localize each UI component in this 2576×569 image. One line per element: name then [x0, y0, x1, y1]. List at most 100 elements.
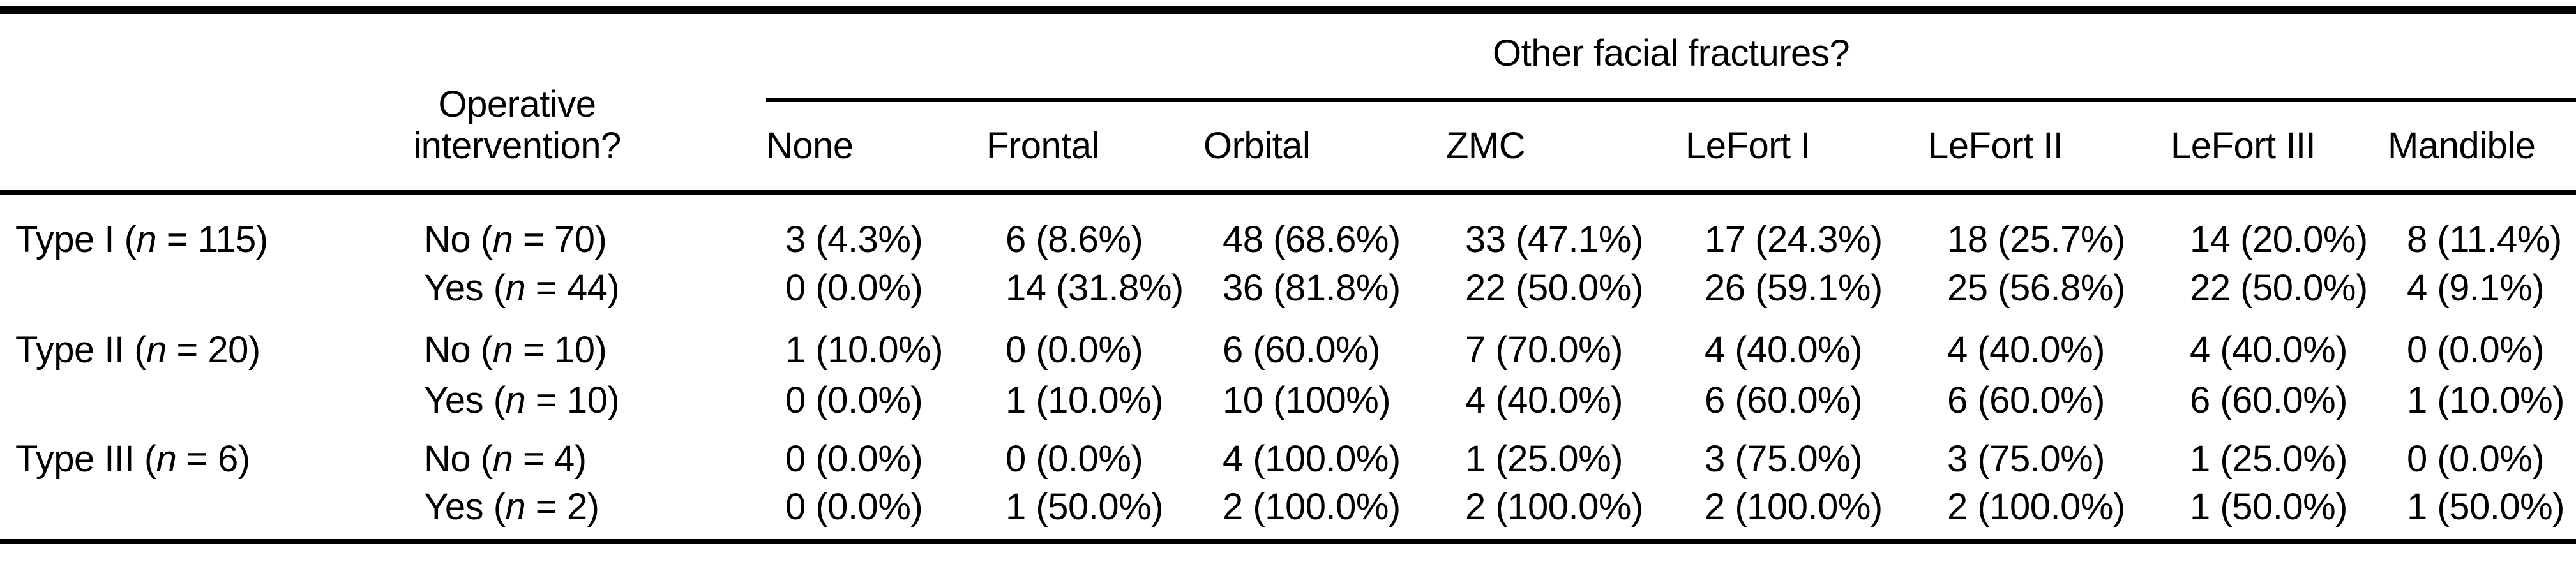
data-cell: 1 (50.0%) — [2190, 486, 2347, 528]
label-pre: Type III ( — [15, 438, 156, 480]
data-cell: 4 (40.0%) — [1947, 329, 2105, 371]
data-cell: 33 (47.1%) — [1465, 219, 1643, 260]
label-pre: Yes ( — [424, 486, 506, 528]
row-label-type-iii: Type III (n = 6) — [0, 429, 409, 485]
data-cell: 1 (10.0%) — [785, 329, 943, 371]
data-cell: 0 (0.0%) — [785, 486, 923, 528]
label-pre: No ( — [424, 219, 493, 260]
data-cell: 4 (40.0%) — [1705, 329, 1862, 371]
label-pre: Type II ( — [15, 329, 147, 371]
operative-cell: Yes (n = 10) — [409, 373, 766, 429]
table-head: Operative intervention? Other facial fra… — [0, 10, 2576, 195]
n-italic: n — [136, 219, 157, 260]
operative-cell: No (n = 70) — [409, 193, 766, 261]
data-cell: 1 (50.0%) — [2407, 486, 2565, 528]
column-header-mandible: Mandible — [2388, 100, 2576, 195]
n-italic: n — [492, 438, 513, 480]
data-cell: 8 (11.4%) — [2407, 219, 2562, 260]
operative-cell: No (n = 4) — [409, 429, 766, 485]
data-cell: 6 (60.0%) — [2190, 380, 2347, 422]
data-cell: 3 (75.0%) — [1947, 438, 2105, 480]
n-italic: n — [505, 267, 526, 309]
data-cell: 6 (60.0%) — [1705, 380, 1862, 422]
data-cell: 1 (50.0%) — [1006, 486, 1163, 528]
group-type-iii: Type III (n = 6) No (n = 4) 0 (0.0%) 0 (… — [0, 429, 2576, 542]
n-italic: n — [505, 380, 526, 422]
data-cell: 22 (50.0%) — [2190, 267, 2368, 309]
column-header-orbital: Orbital — [1203, 100, 1446, 195]
table-row: Type III (n = 6) No (n = 4) 0 (0.0%) 0 (… — [0, 429, 2576, 485]
data-cell: 0 (0.0%) — [1006, 438, 1143, 480]
column-header-lefort-iii: LeFort III — [2171, 100, 2388, 195]
data-cell: 3 (4.3%) — [785, 219, 923, 260]
group-type-i: Type I (n = 115) No (n = 70) 3 (4.3%) 6 … — [0, 193, 2576, 317]
data-cell: 2 (100.0%) — [1465, 486, 1643, 528]
label-post: = 2) — [525, 486, 599, 528]
data-cell: 2 (100.0%) — [1947, 486, 2125, 528]
label-post: = 4) — [513, 438, 587, 480]
column-header-frontal: Frontal — [986, 100, 1203, 195]
label-post: = 115) — [156, 219, 268, 260]
facial-fractures-table: Operative intervention? Other facial fra… — [0, 6, 2576, 544]
label-pre: Type I ( — [15, 219, 137, 260]
data-cell: 0 (0.0%) — [785, 380, 923, 422]
label-pre: No ( — [424, 329, 493, 371]
label-post: = 44) — [525, 267, 620, 309]
n-italic: n — [492, 329, 513, 371]
group-type-ii: Type II (n = 20) No (n = 10) 1 (10.0%) 0… — [0, 317, 2576, 429]
label-post: = 10) — [513, 329, 607, 371]
table-row: Yes (n = 10) 0 (0.0%) 1 (10.0%) 10 (100%… — [0, 373, 2576, 429]
row-label-empty — [0, 373, 409, 429]
data-cell: 1 (10.0%) — [1006, 380, 1163, 422]
column-header-zmc: ZMC — [1446, 100, 1685, 195]
label-pre: Yes ( — [424, 380, 506, 422]
data-cell: 6 (60.0%) — [1223, 329, 1380, 371]
operative-cell: Yes (n = 2) — [409, 485, 766, 542]
table-row: Yes (n = 2) 0 (0.0%) 1 (50.0%) 2 (100.0%… — [0, 485, 2576, 542]
data-cell: 17 (24.3%) — [1705, 219, 1883, 260]
data-cell: 4 (40.0%) — [2190, 329, 2347, 371]
label-post: = 10) — [525, 380, 620, 422]
n-italic: n — [156, 438, 177, 480]
data-cell: 6 (8.6%) — [1006, 219, 1143, 260]
data-cell: 10 (100%) — [1223, 380, 1391, 422]
data-cell: 1 (25.0%) — [1465, 438, 1623, 480]
data-cell: 48 (68.6%) — [1223, 219, 1401, 260]
data-cell: 4 (100.0%) — [1223, 438, 1401, 480]
data-cell: 1 (25.0%) — [2190, 438, 2347, 480]
data-cell: 14 (31.8%) — [1006, 267, 1184, 309]
data-cell: 0 (0.0%) — [785, 438, 923, 480]
row-label-type-ii: Type II (n = 20) — [0, 317, 409, 373]
data-cell: 1 (10.0%) — [2407, 380, 2565, 422]
row-label-type-i: Type I (n = 115) — [0, 193, 409, 261]
data-cell: 36 (81.8%) — [1223, 267, 1401, 309]
table-row: Type II (n = 20) No (n = 10) 1 (10.0%) 0… — [0, 317, 2576, 373]
operative-intervention-header: Operative intervention? — [409, 10, 766, 195]
label-post: = 20) — [166, 329, 260, 371]
label-pre: No ( — [424, 438, 493, 480]
data-cell: 7 (70.0%) — [1465, 329, 1623, 371]
label-post: = 70) — [513, 219, 607, 260]
column-header-row: None Frontal Orbital ZMC LeFort I LeFort… — [0, 100, 2576, 195]
label-post: = 6) — [176, 438, 250, 480]
data-cell: 0 (0.0%) — [2407, 329, 2545, 371]
data-cell: 6 (60.0%) — [1947, 380, 2105, 422]
data-cell: 18 (25.7%) — [1947, 219, 2125, 260]
data-cell: 22 (50.0%) — [1465, 267, 1643, 309]
data-cell: 3 (75.0%) — [1705, 438, 1862, 480]
corner-spacer-cell — [0, 10, 409, 195]
column-header-none: None — [766, 100, 986, 195]
label-pre: Yes ( — [424, 267, 506, 309]
operative-cell: No (n = 10) — [409, 317, 766, 373]
data-cell: 0 (0.0%) — [1006, 329, 1143, 371]
spanner-row: Operative intervention? Other facial fra… — [0, 10, 2576, 195]
column-header-lefort-ii: LeFort II — [1928, 100, 2171, 195]
row-label-empty — [0, 485, 409, 542]
data-cell: 26 (59.1%) — [1705, 267, 1883, 309]
column-header-lefort-i: LeFort I — [1685, 100, 1928, 195]
operative-cell: Yes (n = 44) — [409, 261, 766, 317]
n-italic: n — [492, 219, 513, 260]
data-cell: 0 (0.0%) — [785, 267, 923, 309]
table-row: Yes (n = 44) 0 (0.0%) 14 (31.8%) 36 (81.… — [0, 261, 2576, 317]
